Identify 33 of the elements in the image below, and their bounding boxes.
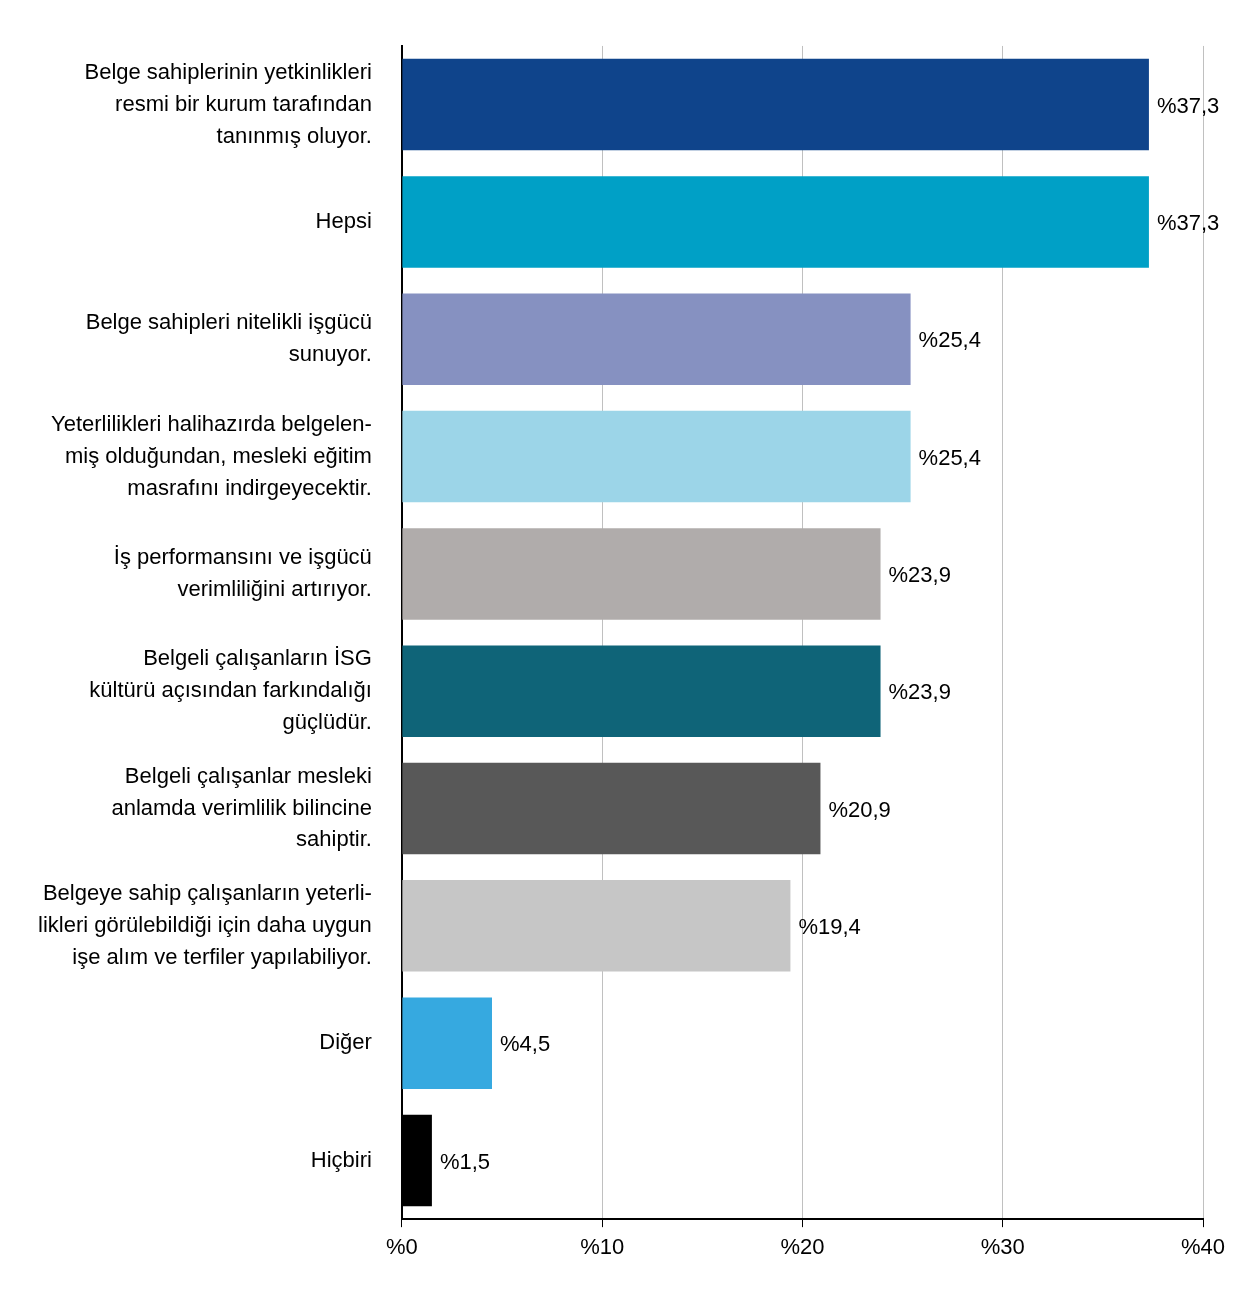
data-label: %4,5 (499, 1031, 551, 1057)
y-tick-label: İş performansını ve işgücü verimliliğini artırıyor. (113, 544, 372, 601)
bar (402, 528, 881, 620)
y-tick-label: Belge sahipleri nitelikli işgücü sunuyor. (85, 309, 372, 367)
data-label: %23,9 (888, 679, 951, 705)
bar (402, 645, 881, 737)
data-label: %25,4 (918, 327, 981, 353)
y-tick-label: Belgeye sahip çalışanların yeterli- likleri görülebildiği için daha uygun işe alım ve terfiler yapılabiliyor. (37, 880, 372, 969)
x-tick-label: %20 (780, 1234, 825, 1260)
y-tick-label: Belgeli çalışanlar mesleki anlamda verimlilik bilincine sahiptir. (111, 762, 372, 852)
y-tick-label: Hepsi (315, 207, 372, 233)
x-tick-label: %40 (1180, 1234, 1226, 1260)
bar (402, 293, 911, 386)
x-tick-label: %30 (980, 1234, 1025, 1260)
bar (402, 58, 1149, 151)
bar (402, 176, 1149, 268)
data-label: %37,3 (1156, 209, 1220, 235)
data-label: %37,3 (1156, 92, 1220, 118)
data-label: %23,9 (888, 561, 951, 587)
data-label: %25,4 (918, 444, 981, 470)
bar (402, 997, 492, 1089)
y-tick-label: Hiçbiri (310, 1146, 372, 1172)
bar (402, 762, 821, 855)
y-tick-label: Belge sahiplerinin yetkinlikleri resmi bir kurum tarafından tanınmış oluyor. (84, 58, 372, 148)
data-label: %20,9 (828, 796, 891, 822)
y-tick-label: Yeterlilikleri halihazırda belgelen- miş olduğundan, mesleki eğitim masrafını indirgeyecektir. (51, 410, 372, 500)
bar (402, 410, 911, 503)
y-tick-label: Belgeli çalışanların İSG kültürü açısından farkındalığı güçlüdür. (89, 645, 372, 735)
x-tick-label: %0 (385, 1234, 418, 1260)
x-tick-label: %10 (580, 1234, 625, 1260)
data-label: %19,4 (798, 913, 861, 939)
y-tick-label: Diğer (319, 1029, 372, 1055)
data-label: %1,5 (439, 1148, 491, 1174)
